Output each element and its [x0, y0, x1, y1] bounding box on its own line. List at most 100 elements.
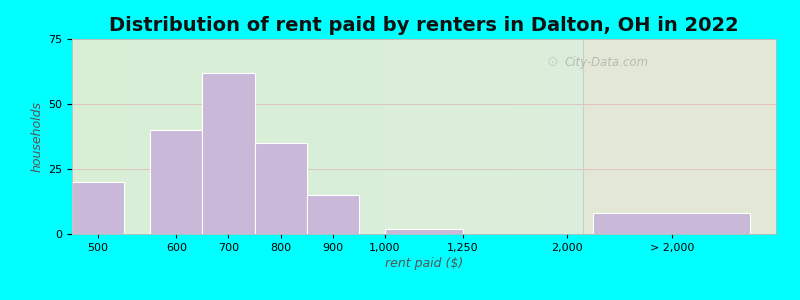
Bar	[385, 229, 463, 234]
Bar	[511, 39, 517, 234]
Bar	[205, 39, 210, 234]
Bar	[558, 39, 562, 234]
Bar	[202, 73, 254, 234]
Bar	[292, 39, 297, 234]
Text: City-Data.com: City-Data.com	[565, 56, 649, 69]
Bar	[297, 39, 302, 234]
Bar	[98, 39, 102, 234]
Bar	[261, 39, 266, 234]
Bar	[282, 39, 286, 234]
Y-axis label: households: households	[31, 101, 44, 172]
Bar	[414, 39, 419, 234]
Bar	[87, 39, 93, 234]
Bar	[496, 39, 502, 234]
Bar	[72, 39, 77, 234]
Bar	[194, 39, 200, 234]
Bar	[470, 39, 476, 234]
Bar	[134, 39, 138, 234]
Bar	[568, 39, 573, 234]
Bar	[542, 39, 547, 234]
Bar	[241, 39, 246, 234]
Bar	[254, 143, 306, 234]
Bar	[190, 39, 194, 234]
Bar	[307, 39, 312, 234]
Bar	[318, 39, 322, 234]
Bar	[532, 39, 537, 234]
Bar	[174, 39, 179, 234]
Bar	[108, 39, 113, 234]
Bar	[343, 39, 348, 234]
Title: Distribution of rent paid by renters in Dalton, OH in 2022: Distribution of rent paid by renters in …	[109, 16, 739, 35]
Bar	[159, 39, 164, 234]
Bar	[220, 39, 226, 234]
Bar	[384, 39, 389, 234]
Bar	[552, 39, 558, 234]
Bar	[306, 195, 359, 234]
Bar	[286, 39, 292, 234]
Bar	[374, 39, 378, 234]
Bar	[118, 39, 123, 234]
Bar	[410, 39, 414, 234]
Bar	[302, 39, 307, 234]
Bar	[466, 39, 470, 234]
Bar	[266, 39, 271, 234]
Bar	[460, 39, 466, 234]
Bar	[425, 39, 430, 234]
Bar	[215, 39, 220, 234]
Bar	[123, 39, 128, 234]
Bar	[430, 39, 435, 234]
Bar	[353, 39, 358, 234]
X-axis label: rent paid ($): rent paid ($)	[385, 257, 463, 270]
Bar	[322, 39, 327, 234]
Bar	[583, 39, 776, 234]
Bar	[363, 39, 369, 234]
Bar	[455, 39, 460, 234]
Bar	[150, 130, 202, 234]
Bar	[358, 39, 363, 234]
Bar	[527, 39, 532, 234]
Bar	[378, 39, 384, 234]
Bar	[389, 39, 394, 234]
Bar	[573, 39, 578, 234]
Bar	[491, 39, 496, 234]
Bar	[164, 39, 169, 234]
Bar	[404, 39, 410, 234]
Bar	[256, 39, 261, 234]
Bar	[230, 39, 235, 234]
Bar	[476, 39, 481, 234]
Bar	[77, 39, 82, 234]
Bar	[506, 39, 511, 234]
Bar	[185, 39, 190, 234]
Bar	[486, 39, 491, 234]
Bar	[369, 39, 374, 234]
Bar	[440, 39, 445, 234]
Bar	[226, 39, 230, 234]
Bar	[72, 182, 124, 234]
Bar	[143, 39, 149, 234]
Bar	[251, 39, 256, 234]
Bar	[419, 39, 425, 234]
Bar	[235, 39, 241, 234]
Bar	[128, 39, 134, 234]
Bar	[578, 39, 583, 234]
Bar	[154, 39, 159, 234]
Bar	[517, 39, 522, 234]
Bar	[93, 39, 98, 234]
Bar	[435, 39, 440, 234]
Bar	[138, 39, 143, 234]
Bar	[481, 39, 486, 234]
Bar	[149, 39, 154, 234]
Bar	[102, 39, 108, 234]
Bar	[562, 39, 568, 234]
Bar	[312, 39, 318, 234]
Bar	[169, 39, 174, 234]
Bar	[200, 39, 205, 234]
Bar	[338, 39, 343, 234]
Bar	[450, 39, 455, 234]
Bar	[271, 39, 277, 234]
Bar	[82, 39, 87, 234]
Bar	[348, 39, 353, 234]
Bar	[399, 39, 404, 234]
Bar	[327, 39, 333, 234]
Bar	[594, 213, 750, 234]
